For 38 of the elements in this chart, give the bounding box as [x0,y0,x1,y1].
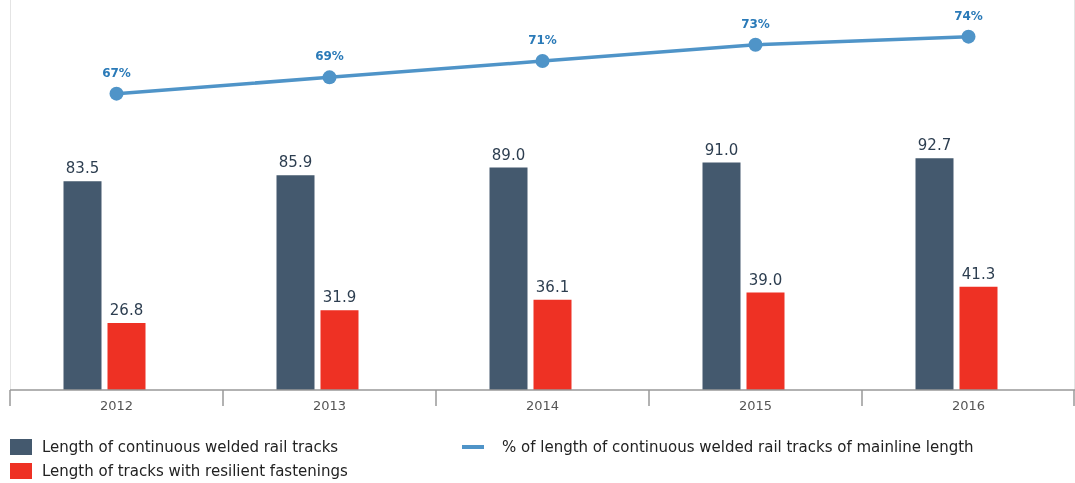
data-label: 89.0 [491,145,526,164]
legend-label: Length of continuous welded rail tracks [42,438,339,456]
point [322,70,337,85]
data-label: 36.1 [535,277,570,296]
point [748,37,763,52]
point [535,54,550,69]
legend-label: Length of tracks with resilient fastenings [42,462,348,480]
point [109,86,124,101]
x-tick-label: 2016 [951,398,986,413]
legend-label: % of length of continuous welded rail tracks of mainline length [502,438,974,456]
bar [915,158,954,390]
x-tick-label: 2012 [99,398,134,413]
data-label: 26.8 [109,301,144,319]
x-tick-label: 2015 [738,398,773,413]
bar [489,167,528,390]
bar [959,286,998,390]
data-label: 39.0 [748,270,783,289]
data-label: 71% [528,33,557,48]
bar [746,292,785,390]
bar [320,310,359,390]
bar [702,162,741,390]
data-label: 91.0 [704,140,739,159]
x-tick-label: 2014 [525,398,560,413]
data-label: 69% [315,49,344,64]
data-label: 92.7 [917,136,952,155]
data-label: 41.3 [961,264,996,283]
bar [533,299,572,390]
data-label: 67% [102,65,131,80]
bar [63,181,102,390]
x-tick-label: 2013 [312,398,347,413]
bar [276,175,315,390]
data-label: 73% [741,16,770,31]
data-label: 31.9 [322,288,357,307]
bar [107,323,146,390]
data-label: 85.9 [278,153,313,172]
point [961,29,976,44]
data-label: 83.5 [65,159,100,178]
data-label: 74% [954,8,983,23]
